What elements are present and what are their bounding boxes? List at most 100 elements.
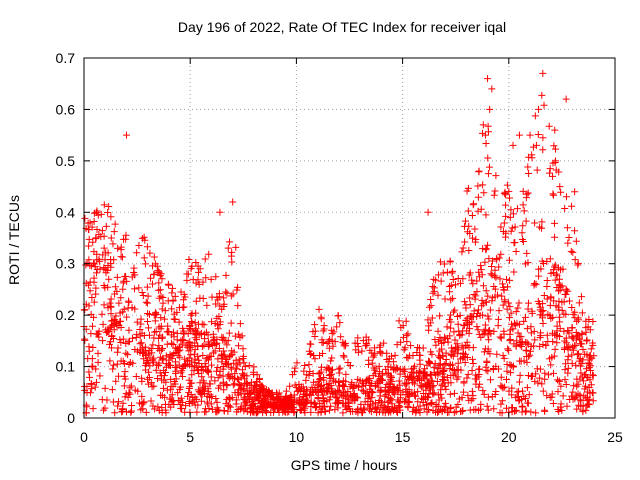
data-point: [234, 283, 242, 291]
data-point: [120, 382, 128, 390]
data-point: [562, 339, 570, 347]
data-point: [545, 122, 553, 130]
data-point: [153, 375, 161, 383]
data-point: [390, 366, 398, 374]
data-point: [118, 253, 126, 261]
data-point: [328, 354, 336, 362]
data-point: [327, 402, 335, 410]
data-point: [379, 401, 387, 409]
data-point: [129, 334, 137, 342]
data-point: [484, 292, 492, 300]
data-point: [492, 273, 500, 281]
data-point: [387, 373, 395, 381]
data-point: [228, 258, 236, 266]
data-point: [337, 333, 345, 341]
data-point: [561, 366, 569, 374]
data-point: [461, 222, 469, 230]
data-point: [499, 283, 507, 291]
data-point: [144, 380, 152, 388]
data-point: [161, 307, 169, 315]
data-point: [557, 188, 565, 196]
data-point: [465, 271, 473, 279]
data-point: [524, 305, 532, 313]
data-point: [515, 378, 523, 386]
data-point: [276, 397, 284, 405]
data-point: [556, 318, 564, 326]
data-point: [144, 324, 152, 332]
data-point: [525, 153, 533, 161]
data-point: [130, 269, 138, 277]
data-point: [150, 271, 158, 279]
data-point: [585, 352, 593, 360]
data-point: [442, 359, 450, 367]
data-point: [158, 305, 166, 313]
data-point: [258, 385, 266, 393]
data-point: [314, 394, 322, 402]
data-point: [430, 275, 438, 283]
data-point: [142, 408, 150, 416]
x-tick-label: 10: [289, 429, 305, 445]
data-point: [85, 242, 93, 250]
data-point: [551, 126, 559, 134]
data-point: [102, 222, 110, 230]
data-point: [179, 373, 187, 381]
data-point: [479, 387, 487, 395]
data-point: [173, 329, 181, 337]
data-point: [197, 331, 205, 339]
data-point: [147, 379, 155, 387]
data-point: [166, 395, 174, 403]
data-point: [180, 303, 188, 311]
data-point: [405, 392, 413, 400]
data-point: [488, 294, 496, 302]
data-point: [474, 182, 482, 190]
data-point: [234, 391, 242, 399]
data-point: [573, 317, 581, 325]
data-point: [561, 204, 569, 212]
data-point: [471, 238, 479, 246]
data-point: [513, 205, 521, 213]
data-point: [143, 317, 151, 325]
data-point: [119, 285, 127, 293]
data-point: [168, 289, 176, 297]
data-point: [204, 331, 212, 339]
data-point: [169, 284, 177, 292]
data-point: [532, 409, 540, 417]
data-point: [114, 402, 122, 410]
data-point: [289, 371, 297, 379]
data-point: [459, 244, 467, 252]
data-point: [182, 402, 190, 410]
data-point: [98, 310, 106, 318]
data-point: [206, 380, 214, 388]
data-point: [438, 394, 446, 402]
data-point: [385, 389, 393, 397]
data-point: [123, 313, 131, 321]
data-point: [429, 289, 437, 297]
data-point: [224, 244, 232, 252]
data-point: [212, 273, 220, 281]
data-point: [171, 344, 179, 352]
data-point: [106, 357, 114, 365]
data-point: [218, 358, 226, 366]
data-point: [488, 257, 496, 265]
data-point: [171, 358, 179, 366]
data-point: [453, 366, 461, 374]
data-point: [568, 303, 576, 311]
data-point: [209, 337, 217, 345]
data-point: [503, 367, 511, 375]
data-point: [429, 389, 437, 397]
data-point: [536, 303, 544, 311]
data-point: [250, 363, 258, 371]
data-point: [232, 243, 240, 251]
data-point: [191, 362, 199, 370]
data-point: [412, 407, 420, 415]
data-point: [495, 263, 503, 271]
data-point: [100, 201, 108, 209]
data-point: [565, 233, 573, 241]
data-point: [301, 361, 309, 369]
data-point: [117, 357, 125, 365]
data-point: [184, 329, 192, 337]
data-point: [243, 407, 251, 415]
data-point: [510, 268, 518, 276]
data-point: [546, 169, 554, 177]
data-point: [121, 393, 129, 401]
